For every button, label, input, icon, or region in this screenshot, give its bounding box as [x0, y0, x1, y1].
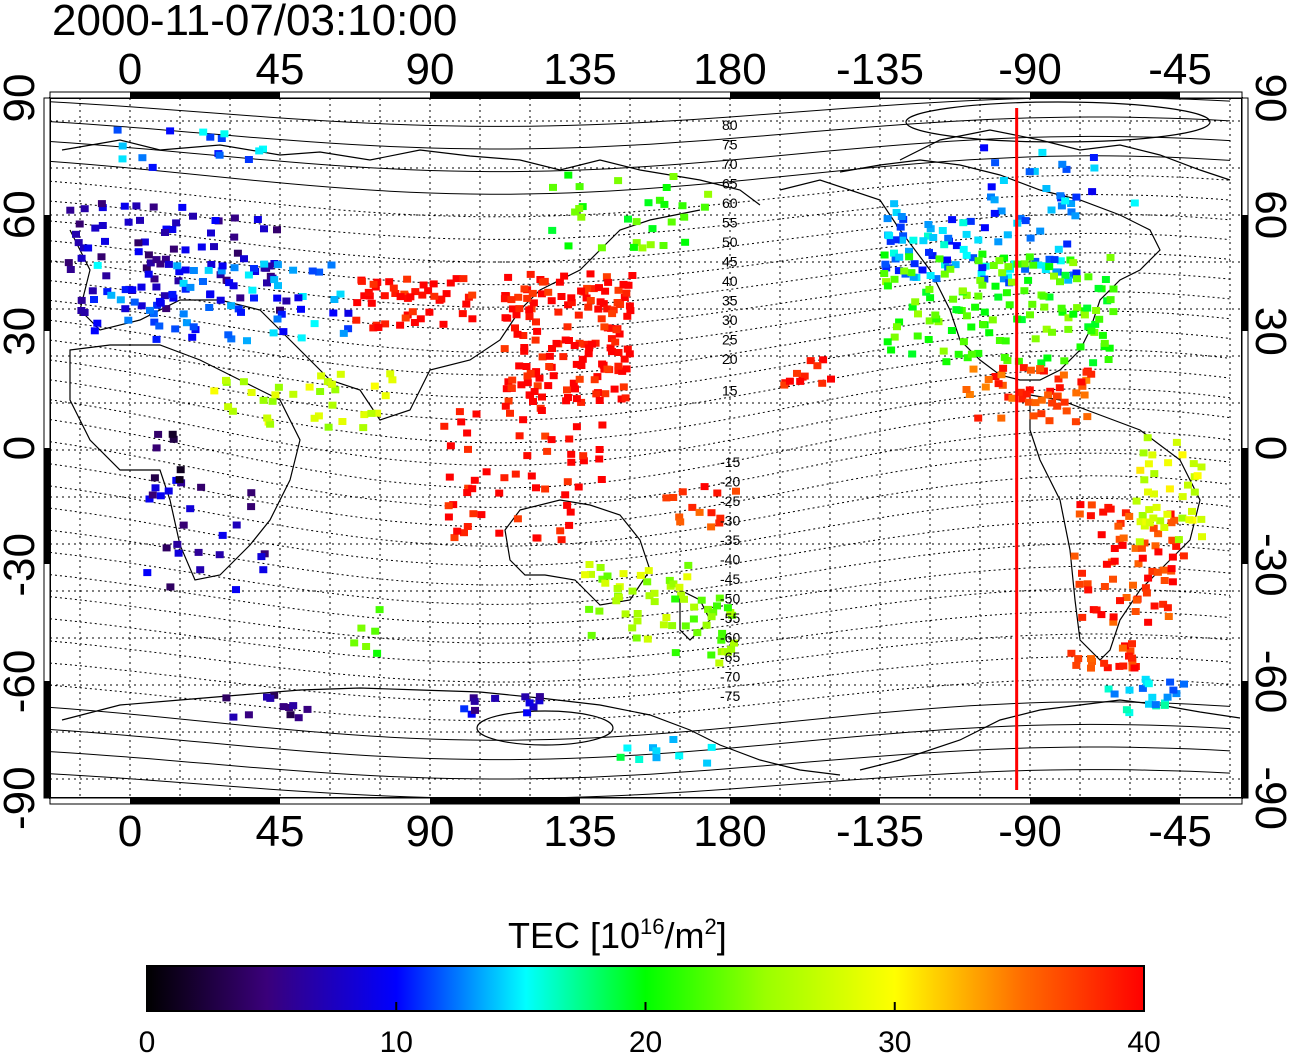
lon-tick-bottom: 0 [118, 807, 142, 856]
mag-lat-label: 80 [722, 117, 738, 133]
mag-lat-label: -40 [720, 552, 740, 568]
timestamp: 2000-11-07/03:10:00 [52, 0, 458, 45]
mag-lat-label: 60 [722, 195, 738, 211]
lon-tick-bottom: -45 [1148, 807, 1212, 856]
mag-lat-label: -70 [720, 669, 740, 685]
lon-tick-bottom: 180 [693, 807, 766, 856]
lon-tick-top: 0 [118, 45, 142, 94]
lat-tick-right: -90 [1246, 766, 1292, 830]
mag-lat-label: 55 [722, 215, 738, 231]
lat-tick-right: 0 [1246, 436, 1292, 460]
mag-lat-label: 50 [722, 234, 738, 250]
lon-tick-top: 90 [406, 45, 455, 94]
lon-tick-top: 180 [693, 45, 766, 94]
lon-tick-bottom: 45 [256, 807, 305, 856]
lat-lon-grid [50, 98, 1242, 798]
colorbar-tick: 20 [629, 1026, 662, 1057]
lat-tick-right: 30 [1246, 307, 1292, 356]
frame-tick-bars [43, 91, 1249, 805]
mag-lat-label: 45 [722, 254, 738, 270]
lon-tick-top: -135 [836, 45, 924, 94]
mag-lat-label: 35 [722, 293, 738, 309]
lat-tick-right: -60 [1246, 650, 1292, 714]
magnetic-latitude-labels: 80 75 70 65 60 55 50 45 40 35 30 25 20 15 -15 -20 -25 -30… [720, 117, 740, 704]
mag-lat-label: 75 [722, 137, 738, 153]
lat-tick-right: -30 [1246, 533, 1292, 597]
latitude-ticks-right: 90 60 30 0 -30 -60 -90 [1246, 74, 1292, 830]
latitude-ticks-left: 90 60 30 0 -30 -60 -90 [0, 74, 44, 830]
lon-tick-bottom: -90 [998, 807, 1062, 856]
longitude-ticks-top: 0 45 90 135 180 -135 -90 -45 [118, 45, 1212, 94]
colorbar-tick: 40 [1127, 1026, 1160, 1057]
tec-observations [64, 126, 1206, 767]
lat-tick-right: 90 [1246, 74, 1292, 123]
mag-lat-label: 25 [722, 332, 738, 348]
lon-tick-top: -45 [1148, 45, 1212, 94]
mag-lat-label: -25 [720, 493, 740, 509]
colorbar-tick: 30 [878, 1026, 911, 1057]
mag-lat-label: -60 [720, 630, 740, 646]
colorbar-tick: 10 [380, 1026, 413, 1057]
lon-tick-top: -90 [998, 45, 1062, 94]
mag-lat-label: -35 [720, 532, 740, 548]
colorbar-tick: 0 [139, 1026, 156, 1057]
lat-tick-right: 60 [1246, 190, 1292, 239]
mag-lat-label: 65 [722, 176, 738, 192]
lat-tick-left: -30 [0, 533, 44, 597]
mag-lat-label: -50 [720, 591, 740, 607]
mag-lat-label: -55 [720, 610, 740, 626]
mag-lat-label: -30 [720, 513, 740, 529]
mag-lat-label: 20 [722, 351, 738, 367]
lon-tick-bottom: -135 [836, 807, 924, 856]
lat-tick-left: 30 [0, 307, 44, 356]
lon-tick-top: 135 [543, 45, 616, 94]
mag-lat-label: 70 [722, 156, 738, 172]
mag-lat-label: -15 [720, 454, 740, 470]
mag-lat-label: -20 [720, 474, 740, 490]
lon-tick-top: 45 [256, 45, 305, 94]
mag-lat-label: 15 [722, 383, 738, 399]
colorbar-tick-labels: 0 10 20 30 40 [139, 1002, 1161, 1057]
mag-lat-label: -75 [720, 688, 740, 704]
lon-tick-bottom: 135 [543, 807, 616, 856]
colorbar-title: TEC [1016/m2] [508, 914, 727, 956]
longitude-ticks-bottom: 0 45 90 135 180 -135 -90 -45 [118, 807, 1212, 856]
mag-lat-label: 30 [722, 312, 738, 328]
lat-tick-left: 0 [0, 436, 44, 460]
coastlines [61, 129, 1241, 776]
lat-tick-left: 90 [0, 74, 44, 123]
lon-tick-bottom: 90 [406, 807, 455, 856]
mag-lat-label: -65 [720, 649, 740, 665]
lat-tick-left: -60 [0, 650, 44, 714]
lat-tick-left: 60 [0, 190, 44, 239]
mag-lat-label: 40 [722, 273, 738, 289]
mag-lat-label: -45 [720, 571, 740, 587]
lat-tick-left: -90 [0, 766, 44, 830]
